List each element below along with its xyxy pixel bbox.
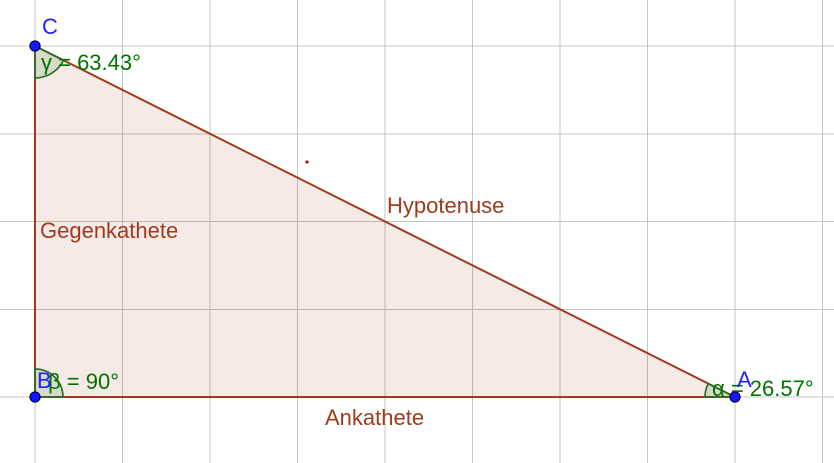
point-c-label: C <box>42 14 58 39</box>
angle-gamma-arc[interactable] <box>34 44 65 79</box>
triangle[interactable] <box>34 45 736 398</box>
angle-alpha-label: α = 26.57° <box>712 376 814 401</box>
angle-beta-label: β = 90° <box>48 369 119 394</box>
angle-alpha-arc[interactable] <box>704 382 736 398</box>
side-label-hypotenuse: Hypotenuse <box>387 193 504 218</box>
stray-point[interactable] <box>305 160 309 164</box>
point-c[interactable] <box>29 40 41 52</box>
point-b-label: B <box>37 368 52 393</box>
point-b[interactable] <box>29 391 41 403</box>
point-a[interactable] <box>729 391 741 403</box>
side-label-gegenkathete: Gegenkathete <box>40 218 178 243</box>
angle-beta-arc[interactable] <box>34 368 64 398</box>
angle-gamma-label: γ = 63.43° <box>41 50 141 75</box>
point-a-label: A <box>737 367 752 392</box>
side-label-ankathete: Ankathete <box>325 405 424 430</box>
